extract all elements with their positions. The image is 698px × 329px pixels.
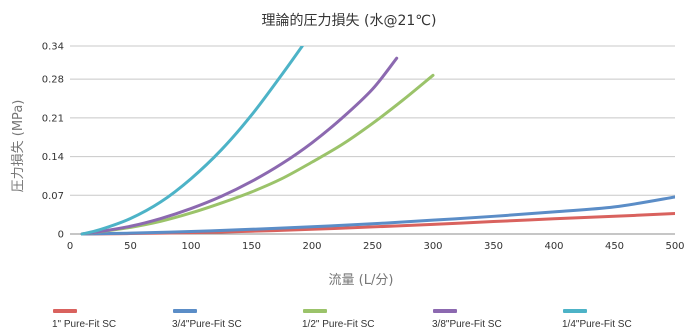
y-tick-label: 0.07: [42, 191, 64, 202]
legend-label: 3/8"Pure-Fit SC: [432, 319, 502, 329]
x-tick-label: 350: [484, 241, 503, 252]
axes: 0 0.07 0.14 0.21 0.28 0.34 0 50 100 150 200 250 300 3…: [42, 42, 685, 253]
chart-title: 理論的圧力損失 (水@21℃): [262, 13, 437, 29]
x-tick-label: 400: [544, 241, 563, 252]
legend-item-1: 3/4"Pure-Fit SC: [172, 309, 242, 329]
legend-item-2: 1/2" Pure-Fit SC: [302, 309, 374, 329]
legend-swatch: [563, 309, 587, 313]
series-line-3: [80, 56, 399, 236]
legend-label: 1" Pure-Fit SC: [52, 319, 116, 329]
legend-swatch: [53, 309, 77, 313]
legend: 1" Pure-Fit SC 3/4"Pure-Fit SC 1/2" Pure-F…: [52, 309, 632, 329]
legend-label: 3/4"Pure-Fit SC: [172, 319, 242, 329]
series-line-4: [80, 46, 304, 236]
x-tick-label: 450: [605, 241, 624, 252]
y-axis-label: 圧力損失 (MPa): [11, 100, 26, 193]
legend-swatch: [303, 309, 327, 313]
y-tick-label: 0.28: [42, 75, 64, 86]
legend-item-3: 3/8"Pure-Fit SC: [432, 309, 502, 329]
series-lines: [80, 46, 675, 236]
x-axis-label: 流量 (L/分): [329, 273, 394, 288]
series-line-2: [80, 73, 435, 236]
series-line-1: [80, 195, 675, 236]
y-tick-label: 0.14: [42, 152, 64, 163]
legend-item-0: 1" Pure-Fit SC: [52, 309, 116, 329]
y-tick-label: 0: [58, 230, 64, 241]
gridlines: [70, 45, 675, 196]
x-tick-label: 50: [124, 241, 137, 252]
x-tick-label: 300: [423, 241, 442, 252]
legend-label: 1/4"Pure-Fit SC: [562, 319, 632, 329]
x-tick-label: 250: [363, 241, 382, 252]
x-tick-label: 0: [67, 241, 73, 252]
y-tick-label: 0.21: [42, 113, 64, 124]
x-tick-label: 200: [302, 241, 321, 252]
y-tick-label: 0.34: [42, 42, 64, 53]
legend-item-4: 1/4"Pure-Fit SC: [562, 309, 632, 329]
x-tick-label: 150: [242, 241, 261, 252]
x-tick-label: 500: [665, 241, 684, 252]
legend-label: 1/2" Pure-Fit SC: [302, 319, 374, 329]
legend-swatch: [433, 309, 457, 313]
x-tick-label: 100: [181, 241, 200, 252]
legend-swatch: [173, 309, 197, 313]
